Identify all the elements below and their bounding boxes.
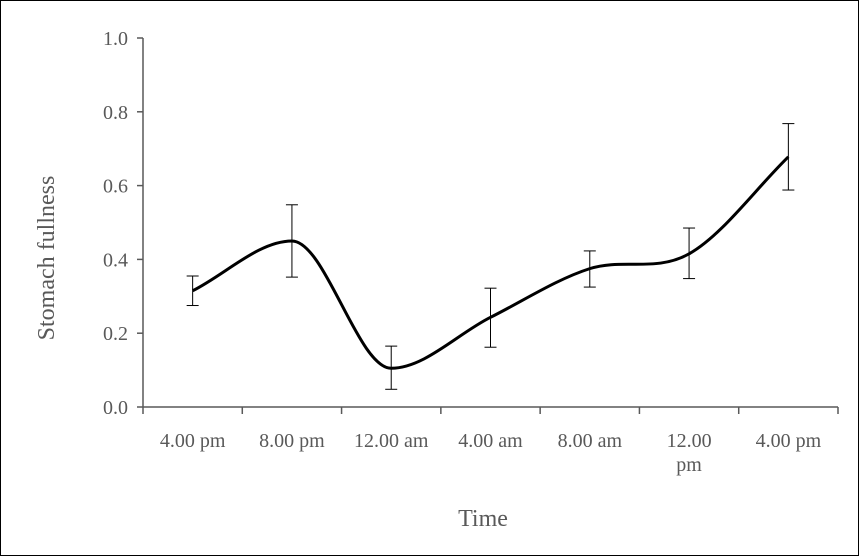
x-tick-label: 8.00 am <box>558 430 623 452</box>
x-tick-label: 12.00 pm <box>667 430 712 476</box>
x-tick-label-line: 4.00 am <box>458 430 523 452</box>
x-tick-label: 4.00 pm <box>160 430 226 452</box>
y-axis-title: Stomach fullness <box>34 176 60 341</box>
x-tick-label-line: 4.00 pm <box>160 430 226 452</box>
y-tick-label: 0.0 <box>103 397 128 419</box>
x-tick-label-line: 12.00 am <box>354 430 429 452</box>
x-tick-labels: 4.00 pm 8.00 pm 12.00 am 4.00 am 8.00 am 12.0… <box>160 430 822 476</box>
y-tick-labels: 0.0 0.2 0.4 0.6 0.8 1.0 <box>103 28 128 419</box>
y-tick-label: 0.6 <box>103 176 128 198</box>
x-tick-label: 12.00 am <box>354 430 429 452</box>
y-tick-label: 0.8 <box>103 102 128 124</box>
x-tick-label-line: 8.00 am <box>558 430 623 452</box>
y-tick-label: 0.4 <box>103 249 128 271</box>
x-tick-label-line: pm <box>676 454 702 476</box>
x-tick-label: 4.00 pm <box>756 430 822 452</box>
error-bars <box>186 123 795 390</box>
y-tick-label: 0.2 <box>103 323 128 345</box>
x-axis-title: Time <box>458 506 508 532</box>
y-tick-label: 1.0 <box>103 28 128 50</box>
x-tick-label-line: 12.00 <box>667 430 712 452</box>
x-tick-label: 4.00 am <box>458 430 523 452</box>
x-tick-label: 8.00 pm <box>259 430 325 452</box>
series-line <box>191 155 790 370</box>
axes <box>137 37 839 414</box>
x-tick-label-line: 4.00 pm <box>756 430 822 452</box>
x-tick-label-line: 8.00 pm <box>259 430 325 452</box>
